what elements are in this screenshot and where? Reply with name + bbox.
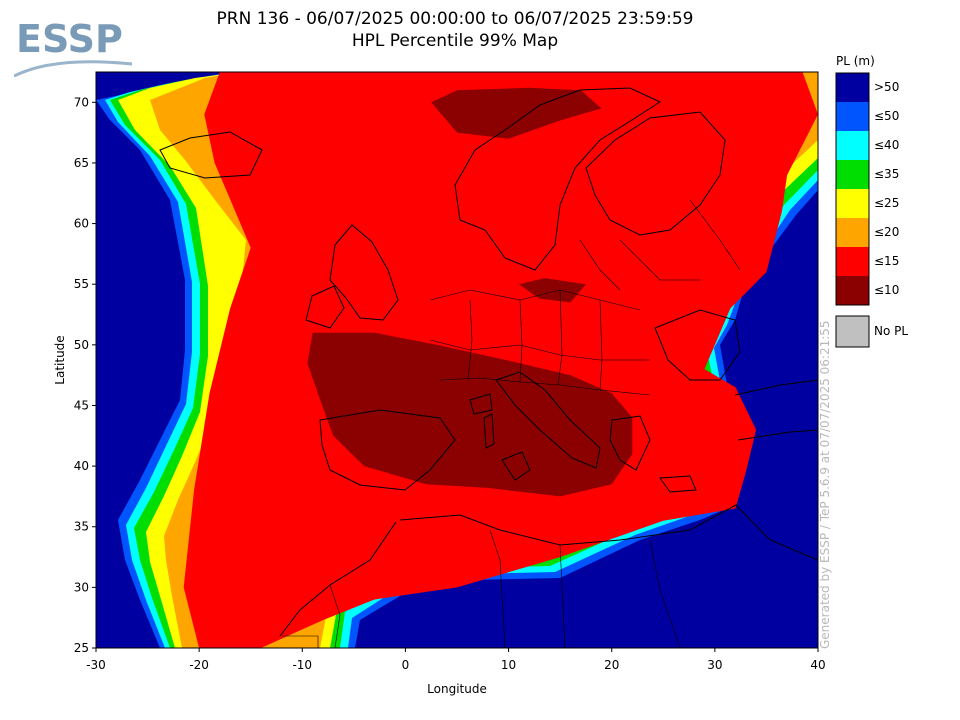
essp-logo: ESSP — [13, 12, 144, 82]
legend-swatch — [836, 131, 869, 160]
legend-item-label: ≤40 — [874, 138, 900, 152]
logo-text: ESSP — [16, 17, 123, 61]
title-line-1: PRN 136 - 06/07/2025 00:00:00 to 06/07/2… — [216, 9, 694, 29]
y-axis-label: Latitude — [53, 335, 67, 384]
legend-swatch — [836, 160, 869, 189]
x-tick-label: 0 — [402, 658, 410, 672]
plot-frame — [95, 71, 819, 649]
legend — [835, 72, 870, 348]
y-tick-label: 30 — [74, 580, 89, 594]
x-axis-label: Longitude — [427, 682, 487, 696]
legend-no-pl-label: No PL — [874, 324, 909, 338]
axes-layer: -30 -20 -10 0 10 20 30 40 25 30 35 40 45 50 55 60 65 70 — [74, 95, 826, 672]
y-tick-label: 50 — [74, 338, 89, 352]
y-tick-label: 45 — [74, 398, 89, 412]
pl-region-1 — [307, 332, 633, 497]
essp-logo-graphic: ESSP — [13, 17, 133, 78]
x-tick-label: -20 — [189, 658, 209, 672]
y-tick-label: 60 — [74, 217, 89, 231]
legend-item-label: ≤20 — [874, 225, 900, 239]
legend-swatch — [836, 73, 869, 102]
chart-title: PRN 136 - 06/07/2025 00:00:00 to 06/07/2… — [150, 8, 760, 52]
x-tick-label: 20 — [604, 658, 619, 672]
legend-item-label: ≤35 — [874, 167, 900, 181]
x-tick-label: 10 — [501, 658, 516, 672]
x-tick-label: -10 — [292, 658, 312, 672]
legend-item-label: ≤15 — [874, 254, 900, 268]
legend-item-label: >50 — [874, 80, 900, 94]
legend-item-label: ≤50 — [874, 109, 900, 123]
legend-no-pl-swatch — [835, 315, 870, 348]
legend-swatch — [836, 247, 869, 276]
pl-region-2 — [431, 87, 602, 139]
logo-swoosh — [13, 60, 133, 78]
x-tick-label: 30 — [707, 658, 722, 672]
legend-swatch — [836, 276, 869, 305]
y-tick-label: 35 — [74, 520, 89, 534]
legend-swatch — [836, 218, 869, 247]
y-tick-label: 65 — [74, 156, 89, 170]
y-tick-label: 25 — [74, 641, 89, 655]
legend-frame — [835, 72, 870, 306]
credit-label: Generated by ESSP / TeP 5.6.9 at 07/07/2… — [818, 320, 832, 649]
title-line-2: HPL Percentile 99% Map — [351, 31, 559, 51]
border-lines — [282, 199, 741, 648]
y-tick-label: 40 — [74, 459, 89, 473]
x-tick-label: -30 — [86, 658, 106, 672]
pl-region-3 — [518, 278, 586, 303]
y-tick-label: 55 — [74, 277, 89, 291]
y-tick-label: 70 — [74, 95, 89, 109]
legend-item-label: ≤25 — [874, 196, 900, 210]
pl-regions-layer — [183, 72, 818, 648]
legend-swatch — [836, 102, 869, 131]
legend-item-label: ≤10 — [874, 283, 900, 297]
legend-title: PL (m) — [836, 54, 875, 68]
map-plot-area — [96, 72, 818, 648]
x-tick-label: 40 — [810, 658, 825, 672]
legend-swatch — [836, 189, 869, 218]
